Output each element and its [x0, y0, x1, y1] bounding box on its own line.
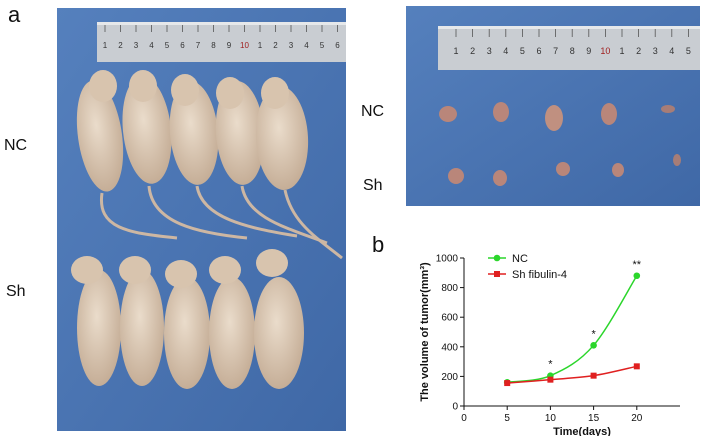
ruler-number: 3: [134, 41, 139, 50]
tumor-ruler-number: 3: [487, 46, 492, 56]
tumor-ruler-number: 4: [503, 46, 508, 56]
data-point: [633, 272, 641, 280]
y-tick-label: 0: [452, 402, 458, 413]
ruler-number: 4: [304, 41, 309, 50]
ruler-number: 7: [196, 41, 201, 50]
x-tick-label: 0: [461, 413, 467, 424]
ruler-number: 5: [320, 41, 325, 50]
ruler-number: 2: [118, 41, 123, 50]
x-tick-label: 5: [504, 413, 510, 424]
tumor-ruler-number: 5: [520, 46, 525, 56]
tumor-ruler-number: 4: [669, 46, 674, 56]
data-point: [633, 363, 640, 370]
significance-marker: **: [633, 259, 642, 271]
mice-photo: 1 2 3 4 5 6 7 8 9 10 1 2 3 4 5 6: [57, 8, 346, 431]
ruler-number: 10: [240, 41, 249, 50]
sh-mice-row: [71, 249, 304, 389]
sh-tumors: [448, 154, 681, 186]
data-point: [590, 342, 597, 349]
nc-tumors: [439, 102, 675, 131]
mice-row-label-nc: NC: [4, 137, 28, 154]
y-tick-label: 200: [441, 372, 458, 383]
ruler-number: 3: [289, 41, 294, 50]
ruler-number: 9: [227, 41, 232, 50]
ruler-number: 8: [211, 41, 216, 50]
ruler-number: 6: [335, 41, 340, 50]
data-point: [547, 376, 554, 383]
ruler-number: 4: [149, 41, 154, 50]
panel-a-letter: a: [8, 2, 21, 27]
legend-swatch-marker: [494, 271, 500, 277]
tumor-photo: 1 2 3 4 5 6 7 8 9 10 1 2 3 4 5: [406, 6, 700, 206]
ruler-number: 5: [165, 41, 170, 50]
mice-row-label-sh: Sh: [6, 283, 26, 300]
tumor-ruler-number: 10: [600, 46, 610, 56]
significance-marker: *: [548, 359, 553, 371]
tumor-ruler-number: 8: [570, 46, 575, 56]
y-axis-label: The volume of tumor(mm³): [419, 262, 431, 402]
ruler-number: 1: [103, 41, 108, 50]
y-tick-label: 600: [441, 313, 458, 324]
ruler-number: 6: [180, 41, 185, 50]
tumor-ruler-number: 1: [619, 46, 624, 56]
y-tick-label: 400: [441, 342, 458, 353]
x-tick-label: 15: [588, 413, 600, 424]
tumor-ruler-number: 6: [536, 46, 541, 56]
tumor-row-label-nc: NC: [361, 103, 385, 120]
ruler-number: 2: [273, 41, 278, 50]
tumor-ruler-number: 1: [453, 46, 458, 56]
y-tick-label: 800: [441, 283, 458, 294]
ruler-number: 1: [258, 41, 263, 50]
tumor-ruler-number: 5: [686, 46, 691, 56]
tumor-ruler-number: 2: [470, 46, 475, 56]
x-axis-label: Time(days): [553, 426, 611, 436]
tumor-ruler-number: 9: [586, 46, 591, 56]
significance-marker: *: [591, 328, 596, 340]
tumor-ruler-number: 3: [653, 46, 658, 56]
series-line-sh-fibulin-4: [507, 365, 637, 384]
y-tick-label: 1000: [436, 254, 459, 265]
legend-swatch-marker: [493, 254, 501, 262]
tumor-row-label-sh: Sh: [363, 177, 383, 194]
tumor-ruler: [438, 26, 700, 70]
data-point: [504, 380, 511, 387]
legend-label: NC: [512, 253, 528, 265]
ruler: [97, 22, 346, 62]
nc-mice-row: [76, 70, 343, 260]
tumor-ruler-number: 7: [553, 46, 558, 56]
legend-label: Sh fibulin-4: [512, 269, 567, 281]
series-line-nc: [507, 275, 638, 384]
x-tick-label: 20: [631, 413, 643, 424]
panel-b-letter: b: [372, 232, 385, 257]
data-point: [590, 372, 597, 379]
tumor-ruler-number: 2: [636, 46, 641, 56]
x-tick-label: 10: [545, 413, 557, 424]
